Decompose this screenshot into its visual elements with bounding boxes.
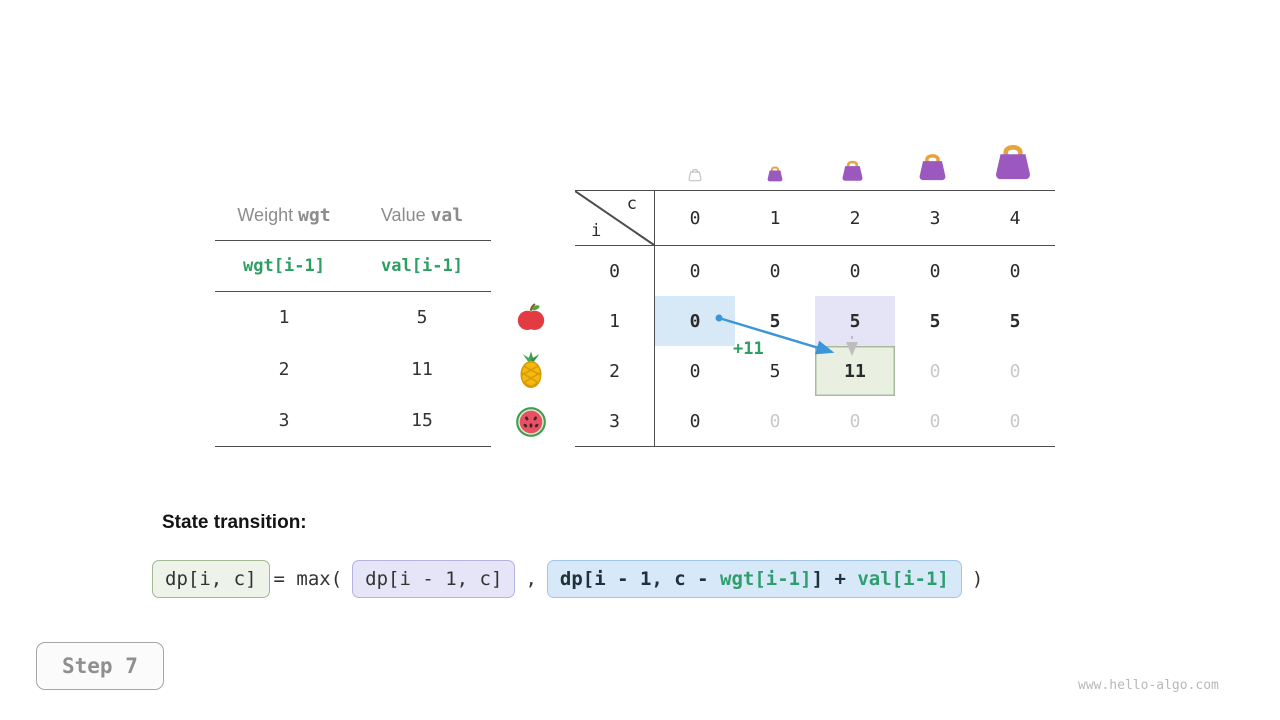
dp-cell: 0 <box>929 260 941 282</box>
items-table-header: Weight wgt Value val <box>215 190 491 241</box>
term2-plus-part: ] + <box>811 568 858 590</box>
col-axis-label: c <box>626 194 637 214</box>
plus-value-annotation: +11 <box>733 339 764 359</box>
weight-column-header: Weight wgt <box>215 205 353 226</box>
dp-header-row: c i 0 1 2 3 4 <box>575 191 1055 246</box>
item-row: 2 11 <box>215 344 491 396</box>
dp-cell-source: 0 <box>655 296 735 346</box>
value-header-text: Value <box>380 204 431 225</box>
dp-table: c i 0 1 2 3 4 0 0 0 0 0 0 1 0 5 5 5 5 2 … <box>575 190 1055 447</box>
term2-val-part: val[i-1] <box>857 568 949 590</box>
bag-icon-xlarge <box>990 137 1036 187</box>
dp-row-1: 1 0 5 5 5 5 <box>575 296 1055 346</box>
weight-cell: 3 <box>278 410 290 432</box>
state-transition-label: State transition: <box>162 512 307 533</box>
state-transition-formula: dp[i, c] = max( dp[i - 1, c] , dp[i - 1,… <box>152 560 987 598</box>
weight-header-code: wgt <box>298 204 331 226</box>
item-row: 1 5 <box>215 292 491 344</box>
dp-term2-box: dp[i - 1, c - wgt[i-1]] + val[i-1] <box>546 560 962 598</box>
dp-cell-above: 5 <box>815 296 895 346</box>
value-cell: 11 <box>411 359 433 381</box>
bag-icon-small <box>765 163 785 187</box>
corner-diagonal <box>575 191 654 245</box>
dp-cell: 0 <box>689 410 701 432</box>
dp-row-3: 3 0 0 0 0 0 <box>575 396 1055 446</box>
dp-corner-cell: c i <box>575 191 655 245</box>
value-header-code: val <box>430 204 464 226</box>
val-formula-cell: val[i-1] <box>381 256 463 276</box>
weight-header-text: Weight <box>237 204 299 225</box>
wgt-formula-cell: wgt[i-1] <box>243 256 325 276</box>
dp-cell: 0 <box>1009 360 1021 382</box>
row-header: 3 <box>575 396 655 446</box>
col-header: 1 <box>769 207 781 229</box>
dp-cell: 5 <box>769 360 781 382</box>
dp-cell: 0 <box>929 410 941 432</box>
pineapple-icon <box>513 351 549 393</box>
dp-cell: 5 <box>1009 310 1021 332</box>
bag-icon-ghost <box>687 166 703 186</box>
dp-cell: 0 <box>689 260 701 282</box>
dp-term1-box: dp[i - 1, c] <box>352 560 516 598</box>
weight-cell: 1 <box>278 307 290 329</box>
dp-cell: 0 <box>769 410 781 432</box>
item-row: 3 15 <box>215 395 491 448</box>
dp-row-0: 0 0 0 0 0 0 <box>575 246 1055 296</box>
value-column-header: Value val <box>353 205 491 226</box>
dp-cell: 0 <box>1009 260 1021 282</box>
col-header: 3 <box>929 207 941 229</box>
row-header: 1 <box>575 296 655 346</box>
watermark: www.hello-algo.com <box>1078 678 1219 693</box>
watermelon-icon <box>514 405 548 443</box>
col-header: 2 <box>849 207 861 229</box>
dp-row-2: 2 0 5 11 0 0 <box>575 346 1055 396</box>
term2-dp-part: dp[i - 1, c - <box>559 568 721 590</box>
dp-cell: 0 <box>929 360 941 382</box>
dp-cell-current: 11 <box>815 346 895 396</box>
dp-cell: 0 <box>689 360 701 382</box>
weight-cell: 2 <box>278 359 290 381</box>
equals-max-text: = max( <box>273 568 343 590</box>
dp-cell: 5 <box>929 310 941 332</box>
dp-cell: 0 <box>769 260 781 282</box>
value-cell: 5 <box>416 307 428 329</box>
row-axis-label: i <box>591 221 602 241</box>
value-cell: 15 <box>411 410 433 432</box>
bag-icon-large <box>915 148 950 187</box>
term2-wgt-part: wgt[i-1] <box>720 568 812 590</box>
close-paren-text: ) <box>971 568 984 590</box>
dp-cell: 0 <box>849 260 861 282</box>
items-table: Weight wgt Value val wgt[i-1] val[i-1] 1… <box>215 190 491 448</box>
comma-text: , <box>525 568 537 590</box>
step-badge: Step 7 <box>36 642 164 690</box>
dp-cell: 0 <box>1009 410 1021 432</box>
dp-cell: 0 <box>849 410 861 432</box>
bag-icon-medium <box>839 156 866 187</box>
items-table-formula-row: wgt[i-1] val[i-1] <box>215 241 491 292</box>
col-header: 4 <box>1009 207 1021 229</box>
apple-icon <box>515 302 547 338</box>
row-header: 0 <box>575 246 655 296</box>
col-header: 0 <box>689 207 701 229</box>
dp-lhs-box: dp[i, c] <box>152 560 270 598</box>
row-header: 2 <box>575 346 655 396</box>
